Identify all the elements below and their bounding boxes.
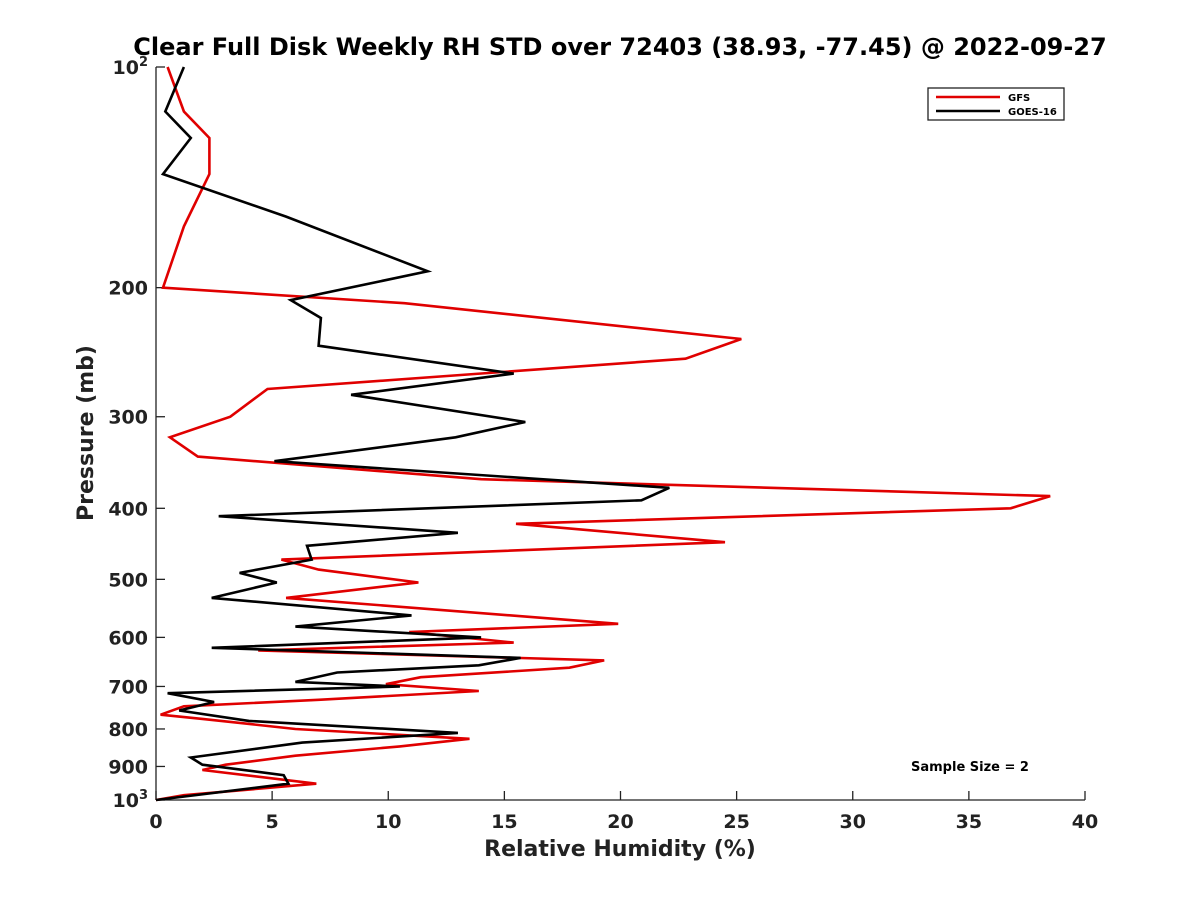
y-tick-label-base: 600: [108, 627, 148, 649]
y-tick-label-base: 700: [108, 676, 148, 698]
y-tick-label: 700: [108, 676, 148, 698]
y-axis-label: Pressure (mb): [74, 345, 99, 521]
y-tick-label-base: 300: [108, 407, 148, 429]
x-tick-label: 5: [266, 811, 279, 833]
legend: GFS GOES-16: [927, 87, 1065, 121]
chart-title: Clear Full Disk Weekly RH STD over 72403…: [133, 33, 1106, 61]
y-tick-label: 800: [108, 719, 148, 741]
y-tick-label: 103: [113, 788, 149, 812]
x-tick-label: 10: [375, 811, 401, 833]
y-tick-label: 400: [108, 498, 148, 520]
x-tick-label: 30: [840, 811, 866, 833]
series-line-gfs: [155, 66, 1051, 802]
x-tick-label: 20: [607, 811, 633, 833]
x-ticks: 0 5 10 15 20 25 30 35 40: [149, 791, 1098, 833]
y-tick-label-base: 500: [108, 569, 148, 591]
x-tick-label: 0: [149, 811, 162, 833]
y-tick-label-base: 800: [108, 719, 148, 741]
y-tick-label: 200: [108, 278, 148, 300]
y-tick-label-exponent: 3: [139, 788, 148, 803]
y-tick-label: 102: [113, 55, 149, 79]
y-tick-label-base: 10: [113, 790, 139, 812]
series-group: [155, 66, 1051, 802]
sample-size-annotation: Sample Size = 2: [911, 760, 1029, 775]
x-tick-label: 25: [723, 811, 749, 833]
x-tick-label: 15: [491, 811, 517, 833]
y-tick-label-base: 10: [113, 57, 139, 79]
y-tick-label: 900: [108, 756, 148, 778]
y-tick-label-base: 400: [108, 498, 148, 520]
y-tick-label-base: 900: [108, 756, 148, 778]
x-tick-label: 40: [1072, 811, 1098, 833]
series-line-goes-16: [155, 66, 670, 802]
y-tick-label-base: 200: [108, 278, 148, 300]
y-tick-label: 500: [108, 569, 148, 591]
x-tick-label: 35: [956, 811, 982, 833]
legend-box: [927, 87, 1065, 121]
y-tick-label: 600: [108, 627, 148, 649]
legend-label: GOES-16: [1008, 107, 1057, 118]
x-axis-label: Relative Humidity (%): [484, 837, 756, 862]
y-tick-label-exponent: 2: [139, 55, 148, 70]
y-tick-label: 300: [108, 407, 148, 429]
legend-label: GFS: [1008, 93, 1030, 104]
